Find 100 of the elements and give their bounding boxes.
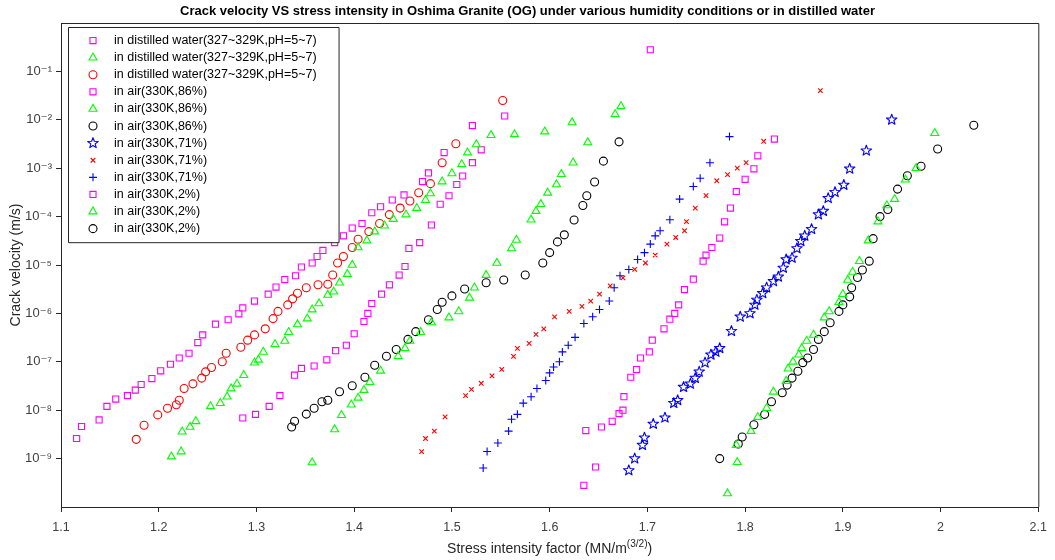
point: [153, 410, 163, 420]
point: [273, 306, 283, 316]
point: [794, 349, 804, 358]
point: [566, 308, 573, 315]
point: [358, 219, 366, 228]
point: [520, 270, 530, 280]
point: [301, 409, 311, 419]
point: [843, 162, 856, 174]
point: [666, 315, 674, 323]
point: [445, 192, 453, 200]
point: [743, 159, 749, 166]
point: [319, 246, 327, 255]
point: [179, 384, 189, 394]
point: [767, 275, 780, 287]
point: [536, 199, 546, 208]
point: [425, 188, 435, 197]
point: [596, 291, 603, 297]
point: [405, 196, 415, 206]
point: [795, 235, 807, 247]
point: [77, 422, 86, 431]
point: [498, 95, 508, 106]
point: [538, 258, 548, 268]
point: [400, 191, 408, 199]
point: [424, 169, 433, 177]
point: [787, 373, 797, 383]
point: [297, 263, 306, 271]
x-tick-label: 1.7: [638, 519, 657, 534]
y-tick-label: 10⁻¹: [26, 62, 53, 78]
point: [276, 392, 284, 400]
point: [570, 332, 580, 342]
point: [281, 275, 289, 284]
point: [464, 292, 475, 301]
point: [270, 339, 280, 348]
point: [705, 158, 715, 168]
point: [969, 120, 979, 130]
point: [590, 177, 600, 187]
point: [671, 309, 679, 317]
legend-label: in air(330K,86%): [114, 118, 208, 133]
point: [620, 393, 628, 401]
point: [883, 204, 893, 215]
point: [882, 200, 892, 209]
point: [741, 175, 749, 183]
point: [437, 176, 447, 185]
point: [933, 144, 943, 154]
point: [579, 318, 589, 328]
x-tick-label: 1.4: [345, 519, 363, 534]
point: [393, 351, 403, 360]
point: [288, 294, 298, 304]
point: [264, 290, 272, 298]
point: [645, 239, 655, 249]
point: [809, 329, 819, 338]
point: [615, 410, 623, 418]
point: [239, 414, 247, 422]
point: [307, 304, 317, 313]
point: [283, 300, 293, 310]
point: [338, 251, 348, 262]
point: [890, 193, 900, 202]
point: [551, 179, 562, 188]
point: [619, 406, 627, 414]
point: [362, 235, 372, 244]
point: [511, 234, 521, 243]
point: [486, 130, 496, 139]
point: [627, 373, 635, 381]
legend-label: in air(330K,71%): [114, 169, 208, 184]
point: [292, 288, 303, 298]
point: [249, 357, 260, 366]
point: [308, 259, 316, 267]
point: [197, 373, 207, 383]
point: [749, 420, 759, 430]
point: [817, 205, 830, 217]
point: [454, 306, 464, 315]
y-tick-label: 10⁻⁵: [25, 256, 52, 272]
chart-title: Crack velocity VS stress intensity in Oshima Granite (OG) under various humidity conditions or in distilled water: [180, 3, 875, 18]
point: [646, 46, 654, 54]
point: [568, 157, 578, 166]
point: [781, 375, 791, 384]
point: [803, 353, 813, 363]
point: [236, 342, 246, 352]
point: [822, 192, 834, 204]
point: [607, 283, 614, 289]
point: [103, 402, 111, 410]
point: [440, 149, 448, 157]
point: [226, 383, 236, 392]
point: [802, 335, 812, 344]
point: [510, 353, 517, 360]
point: [702, 251, 710, 259]
point: [631, 266, 638, 273]
point: [852, 273, 863, 283]
point: [863, 235, 873, 244]
point: [290, 371, 299, 379]
point: [313, 280, 323, 290]
point: [258, 346, 268, 355]
point: [405, 244, 413, 253]
point: [754, 152, 762, 160]
point: [427, 221, 435, 229]
point: [224, 316, 232, 324]
point: [437, 297, 447, 307]
point: [468, 159, 477, 167]
point: [760, 281, 773, 293]
point: [762, 403, 772, 412]
